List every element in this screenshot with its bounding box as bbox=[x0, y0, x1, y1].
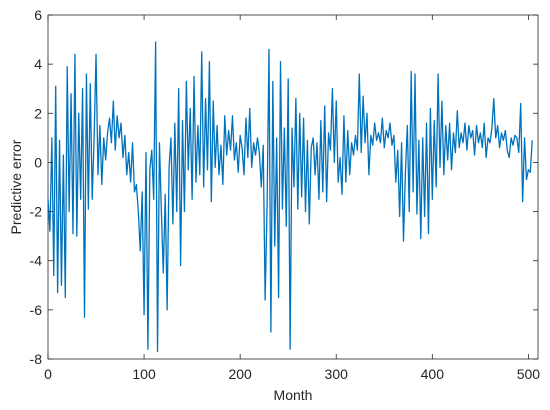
plot-frame bbox=[47, 14, 539, 360]
x-tick-label: 300 bbox=[325, 366, 349, 382]
x-tick-label: 200 bbox=[228, 366, 252, 382]
y-tick-label: -2 bbox=[30, 204, 43, 220]
y-axis-ticks: -8 -6 -4 -2 0 2 4 6 bbox=[30, 7, 538, 367]
x-axis-title: Month bbox=[274, 387, 313, 403]
x-axis-ticks: 0 100 200 300 400 500 bbox=[44, 15, 540, 382]
x-tick-label: 0 bbox=[44, 366, 52, 382]
series-layer bbox=[47, 41, 533, 353]
x-tick-label: 500 bbox=[517, 366, 541, 382]
y-tick-label: 4 bbox=[34, 56, 42, 72]
y-tick-label: -4 bbox=[30, 253, 43, 269]
x-tick-label: 100 bbox=[132, 366, 156, 382]
y-tick-label: -8 bbox=[30, 351, 43, 367]
series-line-0 bbox=[47, 41, 533, 353]
y-tick-label: 6 bbox=[34, 7, 42, 23]
x-tick-label: 400 bbox=[421, 366, 445, 382]
y-tick-label: 2 bbox=[34, 105, 42, 121]
y-tick-label: 0 bbox=[34, 154, 42, 170]
y-tick-label: -6 bbox=[30, 302, 43, 318]
plot-area: 0 100 200 300 400 500 -8 -6 -4 -2 0 2 4 6 bbox=[30, 7, 541, 382]
y-axis-title: Predictive error bbox=[8, 139, 24, 234]
